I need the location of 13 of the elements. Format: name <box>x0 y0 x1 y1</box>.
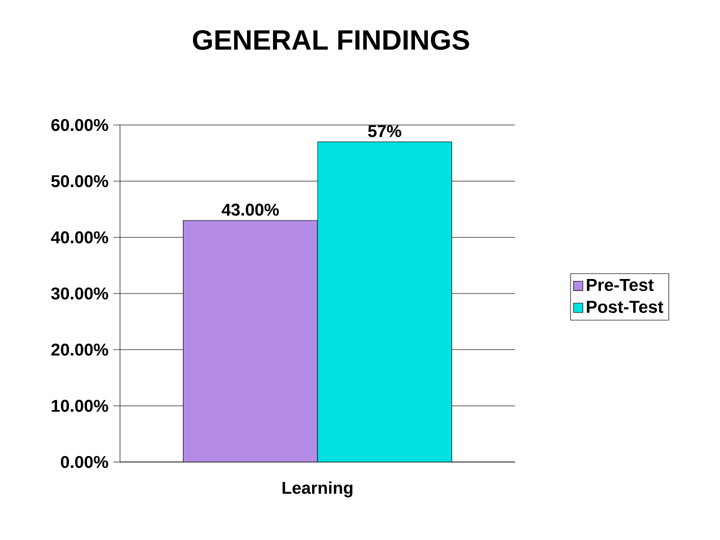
chart-title: GENERAL FINDINGS <box>192 30 470 50</box>
y-tick-label: 0.00% <box>60 456 108 468</box>
legend-label: Pre-Test <box>586 278 654 292</box>
x-tick-label: Learning <box>282 481 352 498</box>
y-tick-label: 60.00% <box>51 118 108 132</box>
legend-label: Post-Test <box>586 300 664 313</box>
y-tick-label: 10.00% <box>52 400 108 412</box>
data-label: 57% <box>368 125 402 138</box>
y-tick-label: 30.00% <box>51 287 108 300</box>
y-tick-label: 40.00% <box>50 231 108 244</box>
y-tick-label: 20.00% <box>51 344 108 356</box>
y-tick-label: 50.00% <box>51 175 108 188</box>
data-label: 43.00% <box>222 204 279 216</box>
